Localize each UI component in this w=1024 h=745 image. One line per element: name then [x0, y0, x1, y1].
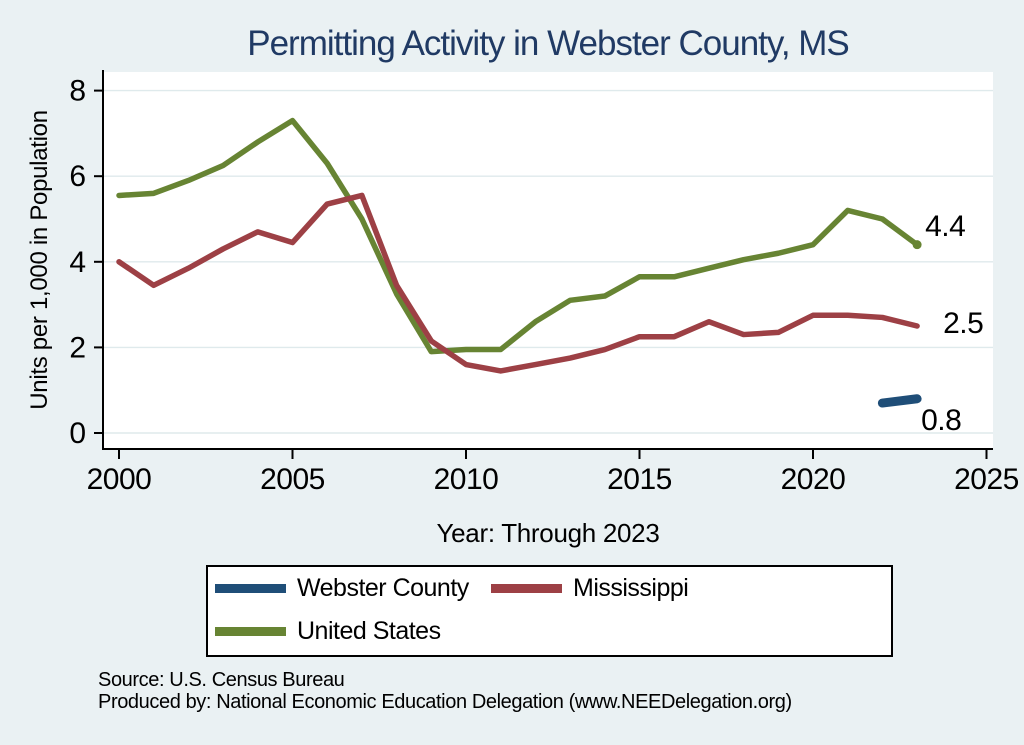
plot-area	[103, 72, 993, 449]
y-axis-label: Units per 1,000 in Population	[26, 110, 53, 410]
mississippi-line-swatch	[491, 584, 562, 593]
x-tick-label: 2025	[954, 463, 1019, 496]
y-tick-label: 0	[69, 417, 86, 450]
x-tick-label: 2005	[260, 463, 325, 496]
legend-label-united-states: United States	[297, 617, 441, 645]
x-tick-label: 2010	[434, 463, 499, 496]
legend-box: Webster County Mississippi United States	[206, 565, 893, 657]
webster-county-line-swatch	[215, 584, 286, 593]
source-note: Source: U.S. Census Bureau Produced by: …	[98, 669, 792, 713]
source-line-1: Source: U.S. Census Bureau	[98, 669, 345, 691]
united-states-line-swatch	[215, 627, 286, 636]
series-line-webster-county	[877, 394, 922, 408]
x-tick-label: 2015	[607, 463, 672, 496]
source-line-2: Produced by: National Economic Education…	[98, 691, 792, 713]
x-tick-label: 2020	[781, 463, 846, 496]
y-tick-label: 4	[69, 246, 86, 279]
x-tick-label: 2000	[87, 463, 152, 496]
y-tick-label: 6	[69, 160, 86, 193]
legend-item-mississippi: Mississippi	[491, 574, 891, 603]
series-line-united-states	[116, 117, 920, 355]
y-tick-label: 8	[69, 75, 86, 108]
chart-canvas: 0 2 4 6 8 2000 2005 2010 2015 2020 2025	[69, 70, 1019, 496]
series-end-marker-united-states	[912, 240, 922, 250]
legend-item-united-states: United States	[215, 617, 491, 646]
end-label-2: 4.4	[925, 209, 966, 243]
x-axis-label: Year: Through 2023	[436, 518, 660, 548]
legend-label-webster-county: Webster County	[297, 574, 469, 602]
end-label-1: 2.5	[943, 307, 984, 340]
y-tick-label: 2	[69, 331, 86, 364]
series-line-mississippi	[116, 192, 920, 374]
legend-label-mississippi: Mississippi	[573, 574, 689, 602]
legend-item-webster-county: Webster County	[215, 574, 491, 603]
chart-title: Permitting Activity in Webster County, M…	[247, 24, 850, 63]
end-label-0: 0.8	[921, 403, 962, 437]
